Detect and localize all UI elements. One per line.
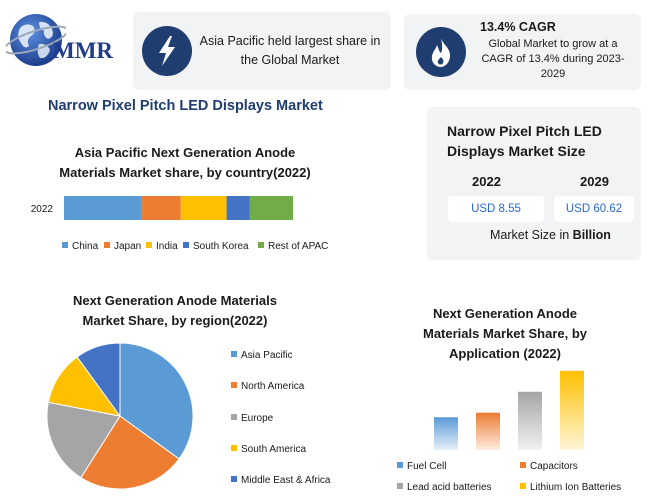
- lightning-icon: [142, 26, 192, 76]
- legend-label: Fuel Cell: [407, 461, 447, 472]
- info-card-region: Asia Pacific held largest share in the G…: [133, 12, 391, 90]
- stacked-bar-segment: [249, 196, 293, 220]
- mmr-logo: MMR: [3, 10, 130, 72]
- legend-label: India: [156, 241, 178, 252]
- cagr-text: Global Market to grow at a CAGR of 13.4%…: [481, 38, 625, 80]
- application-bar-chart: [434, 370, 584, 450]
- application-legend-item: Lead acid batteries: [397, 482, 492, 493]
- stacked-bar-segment: [180, 196, 227, 220]
- legend-swatch: [231, 382, 237, 389]
- legend-label: Japan: [114, 241, 142, 252]
- value-2029-badge: USD 60.62: [554, 196, 634, 222]
- legend-swatch: [231, 445, 237, 452]
- application-legend-item: Capacitors: [520, 461, 578, 472]
- country-legend-item: Rest of APAC: [258, 241, 328, 252]
- cagr-title: 13.4% CAGR: [480, 20, 556, 34]
- application-chart-title: Next Generation Anode Materials Market S…: [422, 306, 588, 361]
- legend-label: North America: [241, 381, 305, 392]
- pie-slice: [80, 415, 180, 490]
- page-title: Narrow Pixel Pitch LED Displays Market: [48, 98, 323, 114]
- country-legend-item: Japan: [104, 241, 141, 252]
- year-2022-label: 2022: [472, 174, 501, 189]
- legend-label: Capacitors: [530, 461, 578, 472]
- application-bar: [434, 417, 458, 450]
- legend-label: Europe: [241, 413, 274, 424]
- legend-swatch: [520, 462, 526, 469]
- legend-label: Lithium Ion Batteries: [530, 482, 622, 493]
- country-legend-item: India: [146, 241, 178, 252]
- legend-swatch: [183, 242, 189, 249]
- pie-slice: [119, 342, 194, 460]
- info-card-cagr: 13.4% CAGR Global Market to grow at a CA…: [404, 14, 641, 90]
- application-legend-item: Lithium Ion Batteries: [520, 482, 621, 493]
- legend-swatch: [62, 242, 68, 249]
- value-2022-badge: USD 8.55: [448, 196, 544, 222]
- application-bar: [476, 412, 500, 450]
- legend-swatch: [104, 242, 110, 249]
- pie-slice: [46, 401, 121, 479]
- country-legend-item: China: [62, 241, 98, 252]
- legend-swatch: [397, 483, 403, 490]
- logo-text: MMR: [53, 38, 114, 63]
- flame-icon: [416, 27, 466, 77]
- legend-label: Lead acid batteries: [407, 482, 492, 493]
- legend-label: Asia Pacific: [241, 350, 293, 361]
- country-chart-title: Asia Pacific Next Generation Anode Mater…: [59, 145, 311, 180]
- legend-label: South Korea: [193, 241, 249, 252]
- application-bar: [560, 370, 584, 450]
- application-bar: [518, 391, 542, 450]
- globe-icon: [3, 14, 69, 66]
- pie-slice: [76, 342, 121, 418]
- legend-label: China: [72, 241, 99, 252]
- country-legend-item: South Korea: [183, 241, 249, 252]
- legend-swatch: [397, 462, 403, 469]
- stacked-bar-segment: [226, 196, 250, 220]
- region-share-text: Asia Pacific held largest share in the G…: [199, 34, 381, 67]
- region-legend-item: North America: [231, 381, 304, 392]
- legend-swatch: [520, 483, 526, 490]
- legend-swatch: [258, 242, 264, 249]
- region-chart-title: Next Generation Anode Materials Market S…: [73, 293, 277, 328]
- legend-label: South America: [241, 444, 307, 455]
- legend-swatch: [146, 242, 152, 249]
- market-size-unit: Market Size in Billion: [490, 228, 611, 242]
- legend-label: Middle East & Africa: [241, 475, 331, 486]
- application-legend-item: Fuel Cell: [397, 461, 446, 472]
- legend-swatch: [231, 476, 237, 483]
- year-2029-label: 2029: [580, 174, 609, 189]
- market-size-title: Narrow Pixel Pitch LED Displays Market S…: [447, 123, 602, 159]
- region-legend-item: Europe: [231, 413, 273, 424]
- region-pie-chart: [46, 342, 194, 490]
- region-legend-item: Asia Pacific: [231, 350, 293, 361]
- region-legend-item: Middle East & Africa: [231, 475, 330, 486]
- stacked-bar-segment: [64, 196, 142, 220]
- legend-swatch: [231, 414, 237, 421]
- country-stacked-bar-chart: 2022: [31, 196, 293, 220]
- region-legend-item: South America: [231, 444, 306, 455]
- market-size-card: Narrow Pixel Pitch LED Displays Market S…: [427, 107, 641, 260]
- legend-label: Rest of APAC: [268, 241, 329, 252]
- category-label: 2022: [31, 204, 54, 215]
- legend-swatch: [231, 351, 237, 358]
- stacked-bar-segment: [141, 196, 181, 220]
